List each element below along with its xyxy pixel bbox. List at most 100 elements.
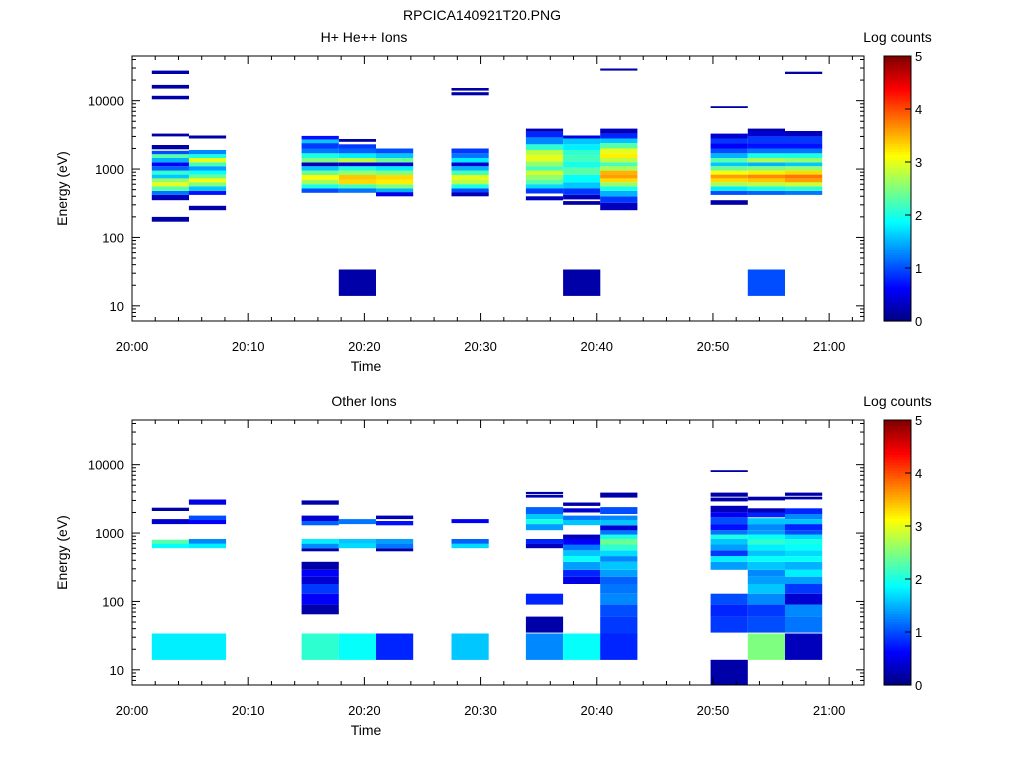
heatmap-cell <box>301 576 339 584</box>
colorbar-frame <box>883 55 912 322</box>
colorbar-segment <box>884 268 911 272</box>
heatmap-cell <box>376 148 414 154</box>
heatmap-cell <box>785 584 823 594</box>
heatmap-cell <box>785 508 823 514</box>
heatmap-cell <box>710 512 748 518</box>
heatmap-cell <box>710 148 748 154</box>
colorbar-tick-label: 0 <box>915 678 922 693</box>
heatmap-cell <box>301 515 339 521</box>
heatmap-cell <box>747 269 785 296</box>
heatmap-cell <box>600 515 638 520</box>
colorbar-tick-label: 1 <box>915 625 922 640</box>
y-tick-label: 100 <box>102 230 124 245</box>
colorbar-segment <box>884 650 911 654</box>
heatmap-cell <box>785 170 823 175</box>
heatmap-cell <box>563 135 601 139</box>
x-tick-label: 20:30 <box>464 339 497 354</box>
heatmap-cell <box>376 539 414 544</box>
colorbar-segment <box>884 164 911 168</box>
colorbar-tick-label: 0 <box>915 314 922 329</box>
colorbar-segment <box>884 286 911 290</box>
heatmap-cell <box>301 584 339 594</box>
heatmap-cell <box>376 184 414 189</box>
heatmap-cell <box>525 543 564 549</box>
heatmap-cell <box>451 175 489 180</box>
colorbar-segment <box>884 454 911 458</box>
heatmap-cell <box>785 544 823 551</box>
x-axis-label: Time <box>351 722 382 738</box>
colorbar-segment <box>884 581 911 585</box>
heatmap-cell <box>785 71 823 74</box>
colorbar-segment <box>884 478 911 482</box>
heatmap-cell <box>785 178 823 183</box>
colorbar-segment <box>884 95 911 99</box>
panel-title: H+ He++ Ions <box>321 29 408 45</box>
heatmap-cell <box>710 166 748 171</box>
heatmap-cell <box>710 530 748 535</box>
heatmap-cell <box>525 514 564 520</box>
heatmap-cell <box>563 539 601 545</box>
colorbar-tick-label: 4 <box>915 102 922 117</box>
heatmap-cell <box>301 135 339 140</box>
heatmap-cell <box>188 150 227 155</box>
heatmap-cell <box>600 584 638 594</box>
colorbar-segment <box>884 143 911 147</box>
heatmap-cell <box>451 188 489 193</box>
x-tick-label: 20:20 <box>348 703 381 718</box>
heatmap-cell <box>188 499 227 505</box>
heatmap-cell <box>301 153 339 158</box>
heatmap-cell <box>338 166 376 171</box>
heatmap-cell <box>376 175 414 180</box>
colorbar-segment <box>884 600 911 604</box>
heatmap-cell <box>338 543 376 549</box>
heatmap-cell <box>451 539 489 544</box>
heatmap-cell <box>188 166 227 171</box>
colorbar-segment <box>884 420 911 424</box>
heatmap-cell <box>151 194 189 201</box>
colorbar-segment <box>884 315 911 319</box>
colorbar-segment <box>884 589 911 593</box>
colorbar-segment <box>884 74 911 78</box>
colorbar-segment <box>884 677 911 681</box>
heatmap-cell <box>301 604 339 615</box>
heatmap-cell <box>451 88 489 91</box>
heatmap-cell <box>338 184 376 189</box>
heatmap-cell <box>301 543 339 549</box>
heatmap-cell <box>525 539 564 544</box>
heatmap-cell <box>301 548 339 552</box>
colorbar-segment <box>884 244 911 248</box>
heatmap-cell <box>151 174 189 179</box>
heatmap-cell <box>747 131 785 137</box>
heatmap-cell <box>747 593 785 605</box>
heatmap-cell <box>710 158 748 163</box>
colorbar-segment <box>884 69 911 73</box>
heatmap-cell <box>600 143 638 149</box>
heatmap-cell <box>338 158 376 163</box>
heatmap-cell <box>451 519 489 524</box>
heatmap-cell <box>151 145 189 150</box>
heatmap-cell <box>785 633 823 660</box>
colorbar-segment <box>884 124 911 129</box>
y-axis-label: Energy (eV) <box>54 151 70 226</box>
heatmap-cell <box>525 519 564 525</box>
heatmap-cell <box>600 138 638 144</box>
heatmap-cell <box>710 544 748 551</box>
heatmap-cell <box>710 162 748 167</box>
colorbar-segment <box>884 441 911 445</box>
colorbar-segment <box>884 98 911 102</box>
heatmap-cell <box>376 179 414 185</box>
colorbar-segment <box>884 499 911 503</box>
heatmap-cell <box>563 569 601 577</box>
colorbar-segment <box>884 278 911 282</box>
heatmap-cell <box>525 616 564 633</box>
panel-h-he-ions: H+ He++ Ions 20:00 20:10 20:20 20:30 20:40 20:… <box>54 29 932 374</box>
panel-title: Other Ions <box>331 393 396 409</box>
colorbar-segment <box>884 573 911 577</box>
heatmap-cell <box>600 186 638 191</box>
heatmap-cell <box>747 128 785 131</box>
heatmap-cell <box>600 569 638 577</box>
heatmap-cell <box>747 534 785 539</box>
heatmap-cell <box>525 155 564 162</box>
colorbar-segment <box>884 193 911 198</box>
colorbar-segment <box>884 475 911 479</box>
